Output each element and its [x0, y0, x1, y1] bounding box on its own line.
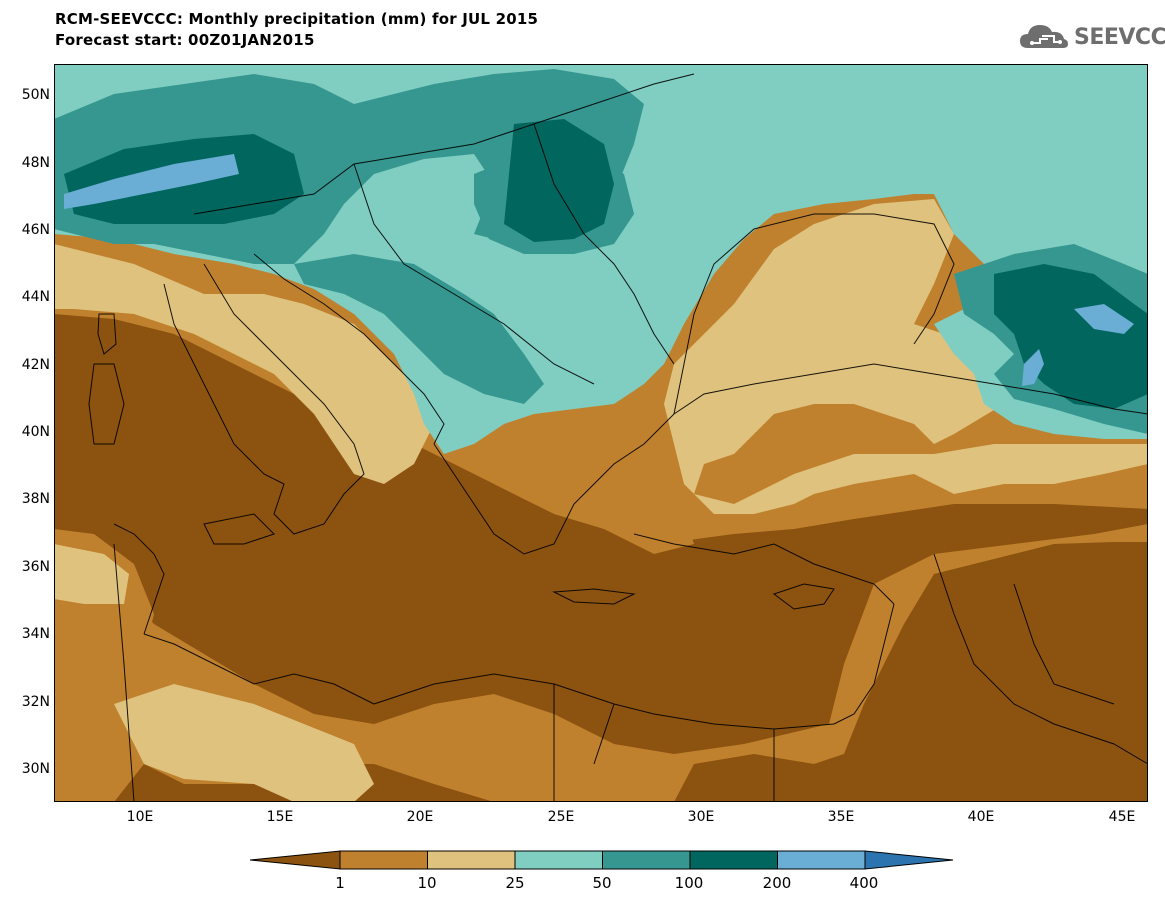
colorbar-label-10: 10: [417, 874, 437, 892]
lat-label-40n: 40N: [21, 424, 50, 440]
crete: [552, 588, 636, 605]
lat-label-30n: 30N: [21, 761, 50, 777]
band-10-25-anatolia: [664, 199, 1148, 514]
lon-label-30e: 30E: [687, 809, 715, 825]
map-title: RCM-SEEVCCC: Monthly precipitation (mm) …: [55, 10, 539, 28]
band-10-25-libya: [54, 544, 129, 604]
colorbar: [250, 850, 954, 870]
egypt-border: [553, 684, 775, 802]
colorbar-segment-3: [514, 850, 603, 870]
lat-label-46n: 46N: [21, 222, 50, 238]
band-100-200-carpathians: [504, 119, 614, 242]
black-sea-north: [673, 213, 955, 415]
map-frame: [54, 64, 1148, 802]
lat-label-48n: 48N: [21, 155, 50, 171]
colorbar-segment-6: [777, 850, 866, 870]
precipitation-map: [54, 64, 1148, 802]
colorbar-label-1: 1: [335, 874, 345, 892]
lat-label-44n: 44N: [21, 289, 50, 305]
lon-label-35e: 35E: [827, 809, 855, 825]
lon-label-10e: 10E: [126, 809, 154, 825]
colorbar-label-400: 400: [849, 874, 879, 892]
adriatic-east-coast: [253, 253, 445, 445]
colorbar-segment-1: [339, 850, 428, 870]
colorbar-arrow-left: [250, 850, 341, 870]
middle-east-border-2: [1013, 583, 1115, 705]
band-200-400-caucasus: [1074, 304, 1134, 334]
colorbar-label-50: 50: [592, 874, 612, 892]
band-50-100-balkan: [294, 254, 544, 404]
lat-label-42n: 42N: [21, 357, 50, 373]
lon-label-45e: 45E: [1108, 809, 1136, 825]
lat-label-34n: 34N: [21, 626, 50, 642]
libya-border: [113, 543, 135, 802]
band-200-400-caucasus-2: [1022, 349, 1044, 386]
lon-label-20e: 20E: [406, 809, 434, 825]
lat-label-50n: 50N: [21, 87, 50, 103]
europe-border-3: [533, 123, 675, 365]
colorbar-segment-5: [689, 850, 778, 870]
band-1-10-south-east: [54, 524, 1148, 802]
lon-label-40e: 40E: [967, 809, 995, 825]
anatolia-south-coast: [633, 533, 895, 605]
libya-coast: [143, 633, 375, 705]
band-10-25-egypt-patch: [114, 684, 374, 802]
lon-label-25e: 25E: [547, 809, 575, 825]
colorbar-segment-2: [427, 850, 516, 870]
anatolia-north-coast: [673, 363, 1148, 415]
borders: [88, 73, 1148, 802]
lat-label-36n: 36N: [21, 559, 50, 575]
cloud-icon: [1020, 25, 1068, 48]
colorbar-segment-4: [602, 850, 691, 870]
europe-border-1: [193, 73, 695, 215]
colorbar-segments: [250, 850, 954, 870]
italy-coastline: [163, 263, 365, 535]
sardinia: [88, 363, 125, 445]
lon-label-15e: 15E: [266, 809, 294, 825]
colorbar-arrow-right: [864, 850, 954, 870]
logo-text: SEEVCCC: [1074, 24, 1165, 50]
lat-label-38n: 38N: [21, 491, 50, 507]
band-100-200-caucasus: [994, 264, 1148, 409]
greece-coastline: [433, 413, 675, 555]
cyprus: [772, 583, 835, 610]
colorbar-label-100: 100: [674, 874, 704, 892]
band-200-400-alps: [64, 154, 239, 209]
europe-border-2: [353, 163, 595, 385]
sicily: [203, 513, 275, 545]
forecast-start-label: Forecast start: 00Z01JAN2015: [55, 31, 315, 49]
middle-east-border-1: [933, 553, 1148, 765]
colorbar-label-200: 200: [762, 874, 792, 892]
band-1-10-greece: [474, 404, 694, 554]
lat-label-32n: 32N: [21, 694, 50, 710]
corsica: [97, 313, 117, 355]
tunisia-coast: [113, 523, 165, 635]
levant-coast: [833, 603, 895, 725]
seevccc-logo: SEEVCCC: [1018, 22, 1165, 52]
colorbar-label-25: 25: [505, 874, 525, 892]
